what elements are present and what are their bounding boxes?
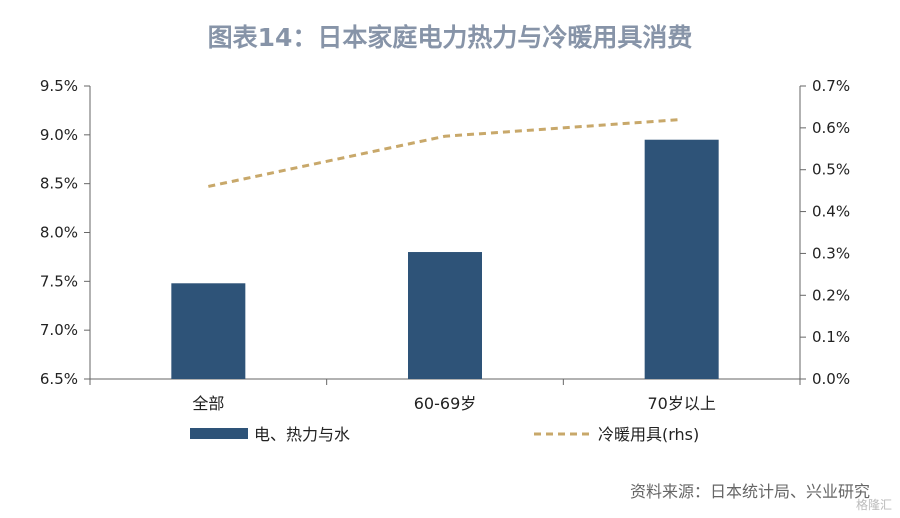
y-right-tick-label: 0.0% xyxy=(812,370,850,388)
watermark-logo: 格隆汇 xyxy=(855,498,892,512)
category-label: 60-69岁 xyxy=(414,394,477,413)
legend-label-bar: 电、热力与水 xyxy=(254,425,350,444)
tick-labels: 6.5% 7.0% 7.5% 8.0% 8.5% 9.0% 9.5% 0.0% 0.1% 0.2%… xyxy=(40,77,850,388)
y-left-tick-label: 6.5% xyxy=(40,370,78,388)
y-right-tick-label: 0.1% xyxy=(812,328,850,346)
y-right-tick-label: 0.5% xyxy=(812,161,850,179)
y-right-tick-label: 0.2% xyxy=(812,286,850,304)
line-path xyxy=(208,117,682,188)
y-right-tick-label: 0.6% xyxy=(812,119,850,137)
y-right-tick-label: 0.7% xyxy=(812,77,850,95)
y-left-tick-label: 8.0% xyxy=(40,224,78,242)
y-left-tick-label: 9.0% xyxy=(40,126,78,144)
bar xyxy=(171,283,246,379)
y-left-tick-label: 8.5% xyxy=(40,175,78,193)
legend: 电、热力与水 冷暖用具(rhs) xyxy=(190,425,699,444)
legend-swatch-bar xyxy=(190,428,248,439)
chart-title: 图表14：日本家庭电力热力与冷暖用具消费 xyxy=(207,23,693,52)
source-note: 资料来源：日本统计局、兴业研究 xyxy=(629,482,870,501)
y-right-tick-label: 0.3% xyxy=(812,244,850,262)
legend-label-line: 冷暖用具(rhs) xyxy=(598,425,699,444)
bar xyxy=(644,139,719,379)
bar-series xyxy=(171,139,719,379)
y-right-tick-label: 0.4% xyxy=(812,203,850,221)
y-left-tick-label: 7.0% xyxy=(40,321,78,339)
line-series xyxy=(208,117,682,188)
y-left-tick-label: 7.5% xyxy=(40,272,78,290)
bar xyxy=(408,252,482,379)
y-left-tick-label: 9.5% xyxy=(40,77,78,95)
category-label: 70岁以上 xyxy=(647,394,715,413)
category-label: 全部 xyxy=(192,394,224,413)
category-labels: 全部 60-69岁 70岁以上 xyxy=(192,394,716,413)
